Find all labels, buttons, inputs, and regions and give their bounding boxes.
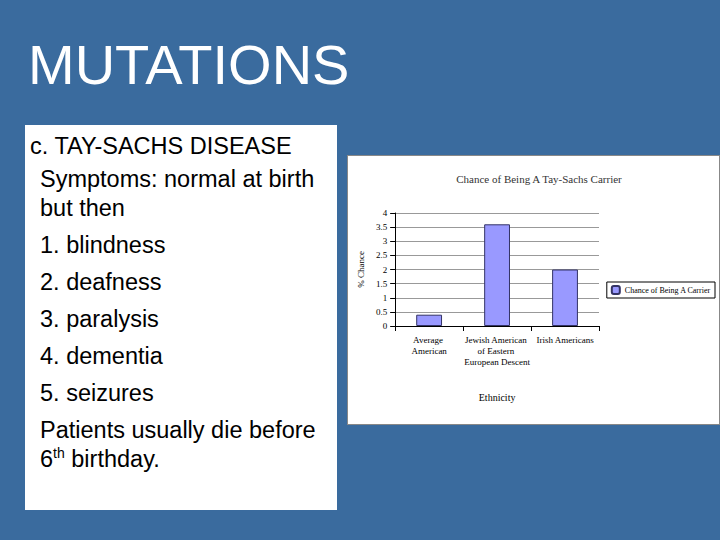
svg-text:Jewish American: Jewish American <box>465 335 529 345</box>
svg-text:of Eastern: of Eastern <box>478 346 517 356</box>
html-text:Patients usually die before 6t: Patients usually die before 6thbirthday. <box>40 417 316 472</box>
html-text:3. paralysis: 3. paralysis <box>40 306 159 332</box>
svg-text:1: 1 <box>383 293 388 303</box>
svg-text:Average: Average <box>413 335 445 345</box>
html-text:5. seizures: 5. seizures <box>40 380 154 406</box>
svg-text:Chance of Being A Tay-Sachs Ca: Chance of Being A Tay-Sachs Carrier <box>456 173 622 185</box>
svg-text:4: 4 <box>383 208 388 218</box>
svg-text:2: 2 <box>383 265 388 275</box>
svg-text:Chance of Being A Carrier: Chance of Being A Carrier <box>625 286 711 295</box>
svg-text:1.5: 1.5 <box>376 279 388 289</box>
svg-text:Irish Americans: Irish Americans <box>536 335 594 345</box>
svg-text:2.5: 2.5 <box>376 250 388 260</box>
svg-text:Ethnicity: Ethnicity <box>479 392 516 403</box>
svg-text:0.5: 0.5 <box>376 307 388 317</box>
svg-text:3: 3 <box>383 236 388 246</box>
html-text:2. deafness: 2. deafness <box>40 269 162 295</box>
html-text:4. dementia: 4. dementia <box>40 343 163 369</box>
svg-text:0: 0 <box>383 321 388 331</box>
svg-text:European Descent: European Descent <box>464 357 530 367</box>
svg-text:American: American <box>411 346 447 356</box>
html-text:1. blindness: 1. blindness <box>40 232 166 258</box>
svg-text:% Chance: % Chance <box>356 251 366 288</box>
html-text:MUTATIONS: MUTATIONS <box>28 33 350 96</box>
html-text:c. TAY-SACHS DISEASE: c. TAY-SACHS DISEASE <box>30 133 292 159</box>
svg-text:3.5: 3.5 <box>376 222 388 232</box>
html-text:Symptoms: normal at birth but: Symptoms: normal at birth but then <box>40 166 315 221</box>
